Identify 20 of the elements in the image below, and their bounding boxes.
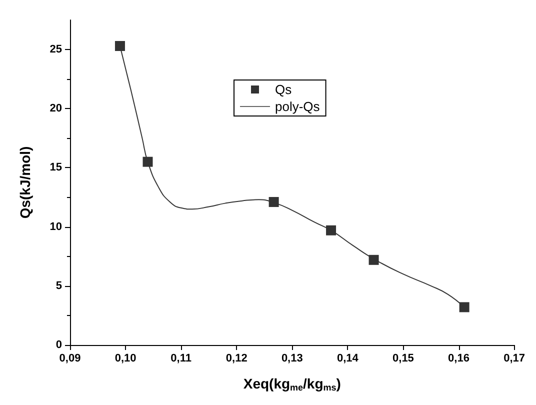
y-tick-label: 15 <box>50 162 62 174</box>
legend-label: Qs <box>275 82 292 97</box>
y-axis-title: Qs(kJ/mol) <box>17 146 33 219</box>
y-tick-label: 0 <box>56 339 62 351</box>
point <box>114 41 125 51</box>
y-tick-label: 20 <box>50 102 62 115</box>
x-tick-label: 0,11 <box>170 352 192 364</box>
legend-label: poly-Qs <box>275 99 320 114</box>
x-tick-label: 0,13 <box>281 352 303 364</box>
x-tick-label: 0,17 <box>504 352 526 364</box>
x-tick-label: 0,16 <box>448 352 470 364</box>
x-tick-label: 0,10 <box>114 352 136 364</box>
x-tick-label: 0,14 <box>336 352 360 364</box>
x-tick-label: 0,15 <box>392 352 414 364</box>
point <box>459 302 470 312</box>
y-tick-label: 5 <box>56 280 62 292</box>
x-tick-label: 0,12 <box>226 352 248 364</box>
y-tick-label: 10 <box>50 220 62 233</box>
x-tick-label: 0,09 <box>59 352 81 364</box>
y-tick-label: 25 <box>50 44 62 56</box>
